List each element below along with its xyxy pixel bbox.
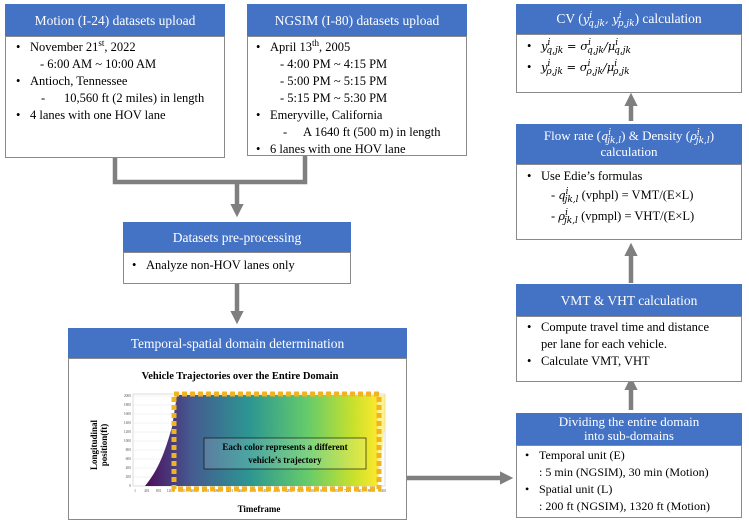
flow-body: Use Edie’s formulas - qijk,l (vphpl) = V… [516, 164, 742, 240]
plot-xtick-label: 1201 [167, 489, 174, 493]
divide-spatial-values: : 200 ft (NGSIM), 1320 ft (Motion) [539, 499, 710, 513]
plot-xtick-label: 8401 [379, 489, 386, 493]
cv-body: yiq,jk = σiq,jk/μiq,jk yiρ,jk = σiρ,jk/μ… [516, 34, 742, 93]
preprocess-header: Datasets pre-processing [123, 222, 351, 252]
motion-location: Antioch, Tennessee [16, 73, 128, 91]
flow-header-line-1: Flow rate (qijk,l) & Density (ρijk,l) [543, 128, 715, 147]
motion-body: November 21st, 2022 - 6:00 AM ~ 10:00 AM… [5, 36, 225, 158]
annotation-box [203, 437, 367, 470]
ngsim-length: A 1640 ft (500 m) in length [303, 125, 441, 139]
plot-ytick-label: 600 [126, 457, 132, 461]
plot-xtick-label: 2801 [214, 489, 221, 493]
plot-xtick-label: 6001 [309, 489, 316, 493]
plot-ytick-label: 1000 [124, 439, 131, 443]
annotation-line-2: vehicle’s trajectory [248, 455, 322, 465]
plot-xtick-label: 1 [134, 489, 136, 493]
plot-ylabel-2: position(ft) [99, 424, 109, 467]
plot-xtick-label: 801 [156, 489, 162, 493]
domain-dashed-box [171, 391, 382, 492]
plot-title: Vehicle Trajectories over the Entire Dom… [142, 371, 339, 382]
ngsim-body: April 13th, 2005 - 4:00 PM ~ 4:15 PM - 5… [247, 36, 467, 159]
ngsim-time-3: - 5:15 PM ~ 5:30 PM [280, 91, 388, 105]
trajectory-plot: Vehicle Trajectories over the Entire Dom… [90, 371, 387, 514]
arrow-motion-to-merge [112, 156, 308, 185]
ngsim-location: Emeryville, California [256, 107, 383, 125]
trajectory-fill [145, 395, 378, 486]
ngsim-header: NGSIM (I-80) datasets upload [247, 4, 467, 36]
flow-intro: Use Edie’s formulas [527, 168, 642, 186]
temporal-header: Temporal-spatial domain determination [68, 328, 407, 358]
plot-ytick-label: 1600 [124, 412, 131, 416]
vmt-header: VMT & VHT calculation [516, 284, 742, 316]
plot-ytick-label: 1400 [124, 421, 131, 425]
vmt-item-1-line-1: Compute travel time and distance [527, 319, 709, 337]
cv-header: CV (yiq,jk, yip,jk) calculation [516, 4, 742, 34]
plot-xtick-label: 7601 [356, 489, 363, 493]
divide-body: Temporal unit (E) : 5 min (NGSIM), 30 mi… [516, 445, 742, 518]
annotation-line-1: Each color represents a different [222, 442, 347, 452]
motion-lanes: 4 lanes with one HOV lane [16, 107, 165, 125]
preprocess-item: Analyze non-HOV lanes only [132, 257, 295, 275]
plot-ytick-label: 400 [126, 466, 132, 470]
flow-rho-formula: - ρijk,l (vpmpl) = VHT/(E×L) [551, 208, 695, 227]
cv-formula-q: yiq,jk = σiq,jk/μiq,jk [527, 38, 631, 56]
ngsim-length-dash: - [283, 125, 288, 139]
plot-xtick-label: 401 [144, 489, 150, 493]
ngsim-date: April 13th, 2005 [256, 38, 350, 57]
divide-header: Dividing the entire domain into sub-doma… [516, 413, 742, 445]
divide-header-line-1: Dividing the entire domain [558, 414, 700, 429]
flow-q-formula: - qijk,l (vphpl) = VMT/(E×L) [551, 187, 694, 206]
plot-ytick-label: 200 [126, 475, 132, 479]
motion-length: 10,560 ft (2 miles) in length [64, 91, 205, 105]
vmt-body: Compute travel time and distance per lan… [516, 316, 742, 382]
vmt-item-1-line-2: per lane for each vehicle. [541, 337, 667, 351]
motion-header: Motion (I-24) datasets upload [5, 4, 225, 36]
plot-xlabel: Timeframe [238, 504, 281, 514]
plot-xtick-label: 4401 [261, 489, 268, 493]
plot-ytick-label: 0 [129, 484, 131, 488]
ngsim-time-1: - 4:00 PM ~ 4:15 PM [280, 57, 388, 71]
divide-spatial-label: Spatial unit (L) [525, 481, 612, 498]
ngsim-time-2: - 5:00 PM ~ 5:15 PM [280, 74, 388, 88]
plot-ylabel-1: Longitudinal [90, 419, 99, 470]
divide-temporal-label: Temporal unit (E) [525, 447, 625, 464]
plot-xtick-label: 5201 [285, 489, 292, 493]
plot-ytick-label: 800 [126, 448, 132, 452]
cv-formula-rho: yiρ,jk = σiρ,jk/μiρ,jk [527, 59, 629, 77]
motion-date: November 21st, 2022 [16, 38, 136, 57]
flow-header: Flow rate (qijk,l) & Density (ρijk,l) ca… [516, 124, 742, 164]
plot-ytick-label: 1200 [124, 430, 131, 434]
preprocess-body: Analyze non-HOV lanes only [123, 252, 351, 284]
plot-ytick-label: 2000 [124, 394, 131, 398]
divide-temporal-values: : 5 min (NGSIM), 30 min (Motion) [539, 465, 709, 479]
vmt-item-2: Calculate VMT, VHT [527, 353, 650, 371]
motion-length-dash: - [41, 91, 46, 105]
plot-ytick-label: 1800 [124, 403, 131, 407]
divide-header-line-2: into sub-domains [584, 428, 674, 443]
plot-xtick-label: 3601 [238, 489, 245, 493]
flow-header-line-2: calculation [600, 144, 658, 159]
motion-time: - 6:00 AM ~ 10:00 AM [40, 57, 157, 71]
ngsim-lanes: 6 lanes with one HOV lane [256, 141, 405, 159]
plot-xtick-label: 6801 [332, 489, 339, 493]
